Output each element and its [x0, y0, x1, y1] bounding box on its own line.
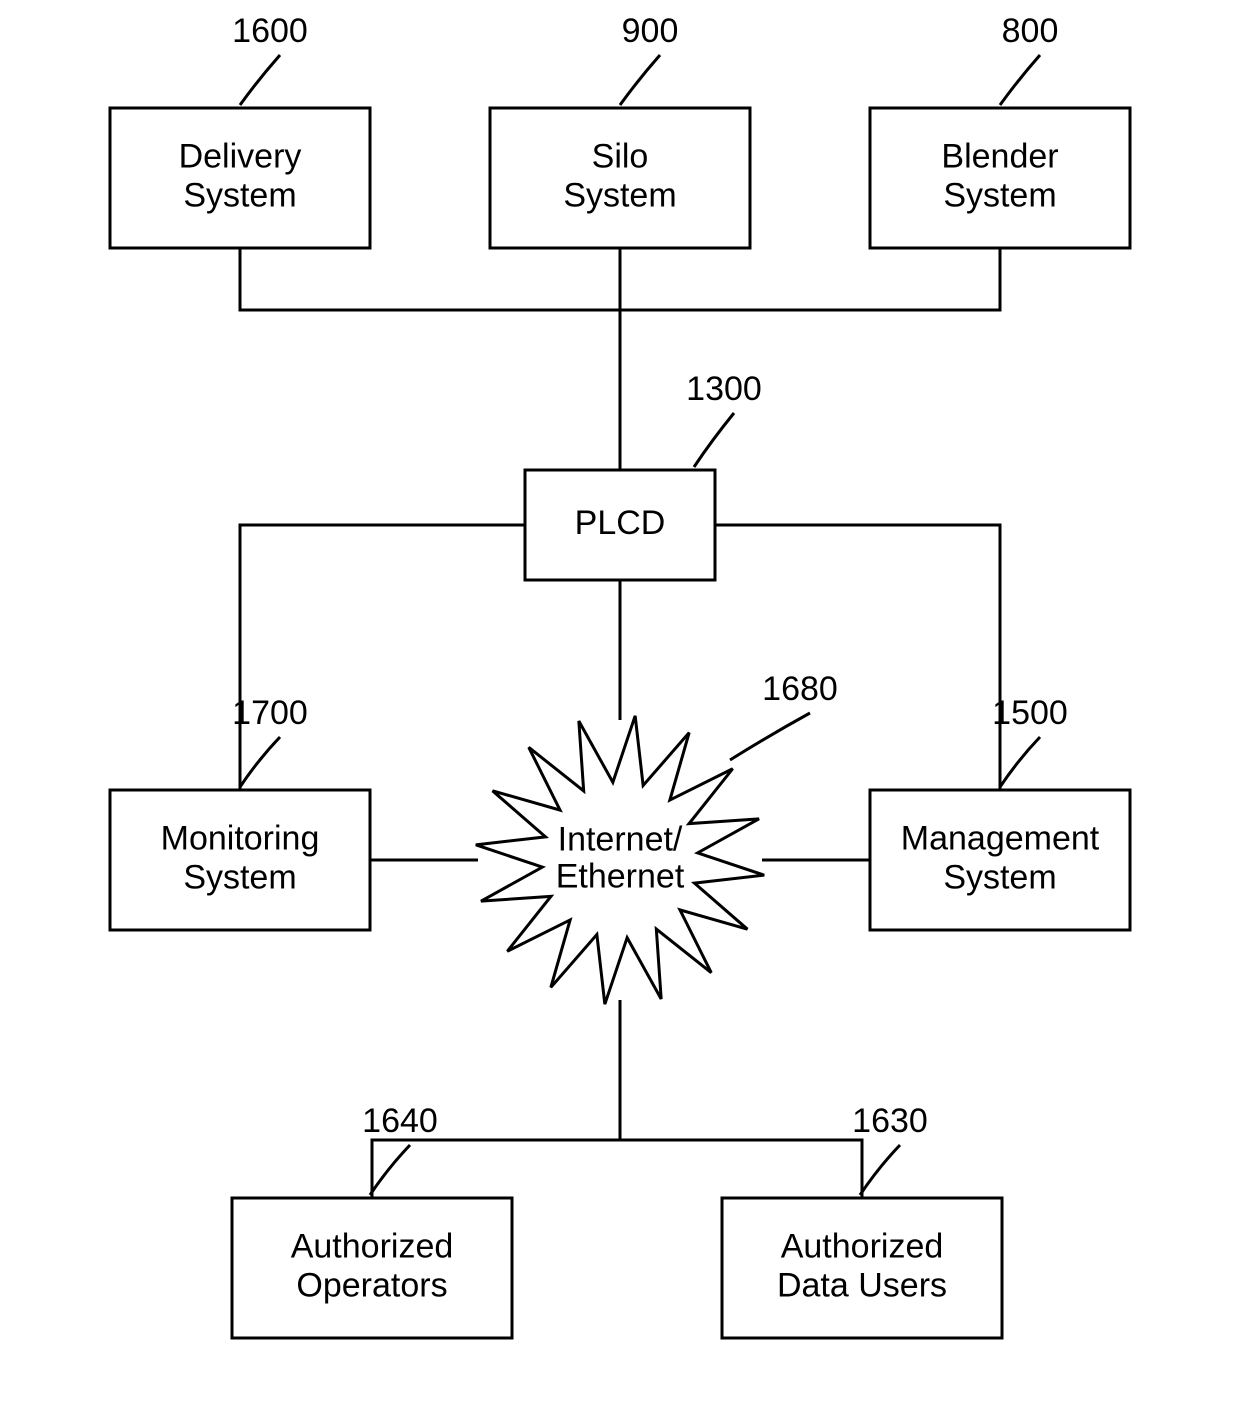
silo-label: System: [563, 177, 676, 215]
lead-line: [240, 55, 280, 105]
plcd-ref: 1300: [686, 370, 762, 408]
delivery-ref: 1600: [232, 12, 308, 50]
node-silo: SiloSystem 900: [490, 12, 750, 248]
operators-label: Authorized: [291, 1227, 454, 1265]
delivery-label: System: [183, 177, 296, 215]
starburst-label: Ethernet: [556, 858, 685, 896]
blender-label: System: [943, 177, 1056, 215]
internet-starburst: Internet/Ethernet 1680: [476, 670, 838, 1004]
lead-line: [730, 713, 810, 760]
management-ref: 1500: [992, 694, 1068, 732]
node-blender: BlenderSystem 800: [870, 12, 1130, 248]
operators-ref: 1640: [362, 1102, 438, 1140]
silo-label: Silo: [592, 137, 649, 175]
node-datausers: AuthorizedData Users 1630: [722, 1102, 1002, 1338]
lead-line: [1000, 55, 1040, 105]
blender-ref: 800: [1002, 12, 1059, 50]
delivery-label: Delivery: [179, 137, 302, 175]
datausers-label: Authorized: [781, 1227, 944, 1265]
lead-line: [240, 737, 280, 787]
blender-label: Blender: [941, 137, 1058, 175]
monitoring-label: System: [183, 859, 296, 897]
plcd-label: PLCD: [575, 504, 666, 542]
silo-ref: 900: [622, 12, 679, 50]
node-operators: AuthorizedOperators 1640: [232, 1102, 512, 1338]
lead-line: [860, 1145, 900, 1195]
starburst-label: Internet/: [558, 820, 683, 858]
node-delivery: DeliverySystem 1600: [110, 12, 370, 248]
lead-line: [620, 55, 660, 105]
node-plcd: PLCD 1300: [525, 370, 762, 580]
connectors: [240, 248, 1000, 1198]
monitoring-ref: 1700: [232, 694, 308, 732]
lead-line: [1000, 737, 1040, 787]
lead-line: [370, 1145, 410, 1195]
system-diagram: Internet/Ethernet1680DeliverySystem1600S…: [0, 0, 1240, 1406]
management-label: Management: [901, 819, 1100, 857]
management-label: System: [943, 859, 1056, 897]
lead-line: [694, 413, 734, 467]
datausers-ref: 1630: [852, 1102, 928, 1140]
connector: [240, 525, 525, 790]
connector: [715, 525, 1000, 790]
monitoring-label: Monitoring: [161, 819, 320, 857]
connector: [620, 1140, 862, 1198]
node-monitoring: MonitoringSystem 1700: [110, 694, 370, 930]
node-management: ManagementSystem 1500: [870, 694, 1130, 930]
ref-number: 1680: [762, 670, 838, 708]
datausers-label: Data Users: [777, 1267, 947, 1305]
operators-label: Operators: [296, 1267, 447, 1305]
connector: [372, 1000, 620, 1198]
